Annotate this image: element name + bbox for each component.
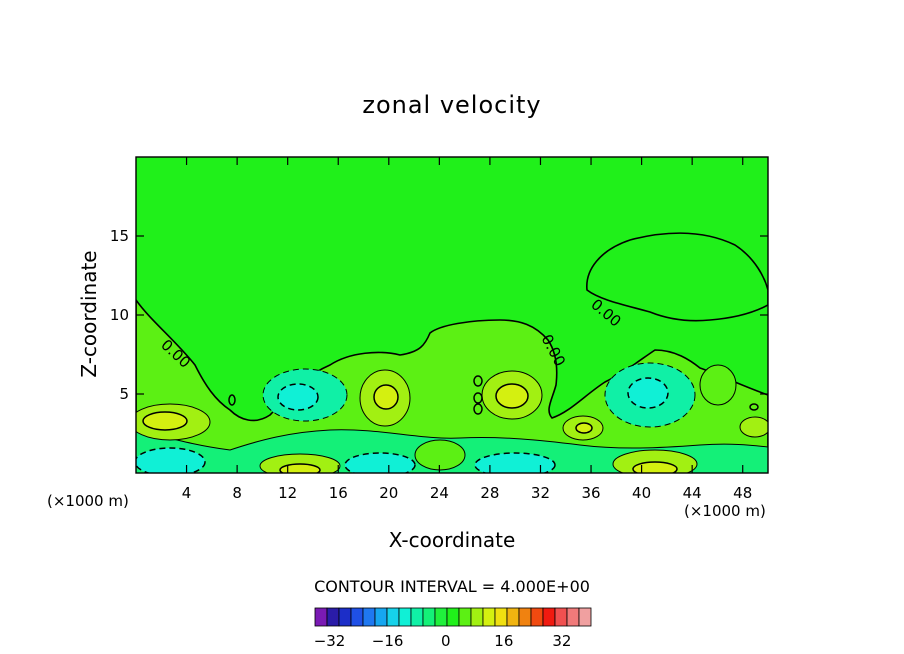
positive-cell [739, 416, 768, 438]
colorbar-swatch [530, 607, 544, 627]
colorbar-swatch [494, 607, 508, 627]
x-tick-label: 8 [232, 484, 242, 502]
positive-cell [575, 422, 593, 434]
colorbar-tick-label: 16 [494, 632, 513, 650]
colorbar-swatch [314, 607, 328, 627]
colorbar-swatch [410, 607, 424, 627]
colorbar-tick-label: −32 [314, 632, 346, 650]
positive-cell [414, 439, 466, 471]
x-tick-label: 24 [430, 484, 449, 502]
colorbar-swatch [398, 607, 412, 627]
positive-cell [495, 383, 529, 409]
small-contour [228, 394, 236, 406]
colorbar-swatch [470, 607, 484, 627]
small-contour [473, 375, 483, 387]
colorbar-swatch [446, 607, 460, 627]
colorbar-tick-label: 32 [552, 632, 571, 650]
colorbar-swatch [554, 607, 568, 627]
colorbar-swatch [434, 607, 448, 627]
positive-cell [699, 364, 737, 406]
negative-cell [277, 383, 319, 411]
colorbar-swatch [506, 607, 520, 627]
colorbar-swatch [458, 607, 472, 627]
small-contour [473, 403, 483, 415]
colorbar-swatch [578, 607, 592, 627]
x-axis-ticks: 4 8 12 16 20 24 28 32 36 40 44 48 [182, 157, 752, 502]
x-unit-label-right: (×1000 m) [684, 502, 766, 520]
negative-cell [136, 447, 206, 473]
colorbar-tick-label: −16 [372, 632, 404, 650]
x-tick-label: 48 [733, 484, 752, 502]
positive-cell [373, 384, 399, 410]
x-tick-label: 20 [379, 484, 398, 502]
x-tick-label: 28 [480, 484, 499, 502]
colorbar-swatch [338, 607, 352, 627]
negative-cell [474, 452, 556, 473]
positive-cell [279, 463, 321, 473]
colorbar-swatch [518, 607, 532, 627]
chart-title: zonal velocity [362, 91, 541, 119]
small-contour [749, 403, 759, 411]
colorbar-swatch [422, 607, 436, 627]
colorbar-swatch [542, 607, 556, 627]
y-axis-label: Z-coordinate [77, 250, 101, 377]
x-tick-label: 44 [683, 484, 702, 502]
small-contour [473, 392, 483, 404]
y-tick-label: 15 [110, 227, 129, 245]
colorbar-swatch [566, 607, 580, 627]
x-tick-label: 4 [182, 484, 192, 502]
x-unit-label-left: (×1000 m) [47, 492, 129, 510]
x-tick-label: 36 [581, 484, 600, 502]
region-lower-boundary [136, 298, 768, 473]
x-tick-label: 16 [329, 484, 348, 502]
contour-interval-text: CONTOUR INTERVAL = 4.000E+00 [314, 577, 590, 596]
negative-cell [344, 452, 416, 473]
positive-cell [142, 411, 188, 431]
colorbar [314, 607, 592, 627]
y-tick-label: 10 [110, 306, 129, 324]
y-tick-label: 5 [119, 385, 129, 403]
positive-cell [632, 461, 678, 473]
x-axis-label: X-coordinate [389, 528, 516, 552]
plot-area [136, 157, 768, 473]
x-tick-label: 32 [531, 484, 550, 502]
colorbar-swatch [326, 607, 340, 627]
colorbar-swatch [482, 607, 496, 627]
colorbar-tick-label: 0 [441, 632, 451, 650]
x-tick-label: 40 [632, 484, 651, 502]
colorbar-swatch [350, 607, 364, 627]
x-tick-label: 12 [278, 484, 297, 502]
colorbar-swatch [374, 607, 388, 627]
colorbar-ticks: −32 −16 0 16 32 [314, 632, 572, 650]
colorbar-swatch [362, 607, 376, 627]
negative-cell [627, 377, 669, 409]
y-axis-ticks: 5 10 15 [110, 227, 768, 403]
colorbar-swatch [386, 607, 400, 627]
